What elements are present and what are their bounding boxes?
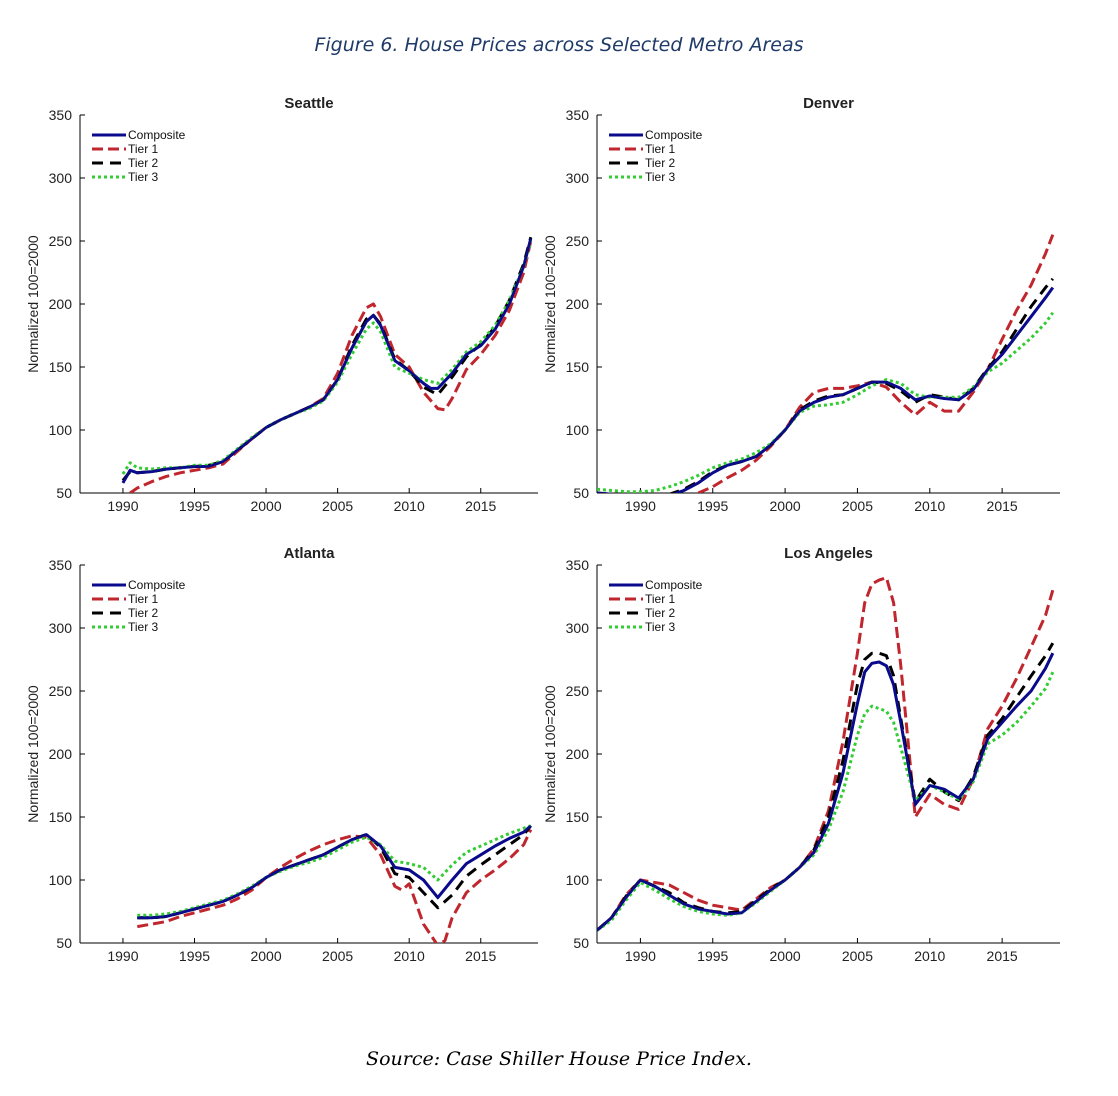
y-tick-label: 50 [573, 485, 589, 501]
x-tick-label: 2010 [394, 948, 425, 964]
y-tick-label: 300 [49, 170, 73, 186]
y-tick-label: 200 [566, 296, 590, 312]
series-line-tier-3 [597, 311, 1055, 493]
y-tick-label: 150 [566, 809, 590, 825]
series-line-composite [121, 238, 533, 484]
x-tick-label: 2015 [987, 948, 1018, 964]
legend-label: Composite [645, 128, 703, 142]
legend-label: Tier 1 [128, 142, 159, 156]
y-tick-label: 250 [49, 233, 73, 249]
x-tick-label: 2000 [250, 498, 281, 514]
y-tick-label: 150 [566, 359, 590, 375]
series-line-tier-3 [137, 824, 532, 917]
y-tick-label: 50 [573, 935, 589, 951]
x-tick-label: 1995 [697, 498, 728, 514]
y-tick-label: 300 [566, 620, 590, 636]
y-tick-label: 350 [566, 107, 590, 123]
y-axis-label: Normalized 100=2000 [542, 235, 558, 373]
y-tick-label: 350 [49, 107, 73, 123]
y-tick-label: 100 [49, 872, 73, 888]
legend-label: Tier 3 [645, 170, 676, 184]
y-tick-label: 250 [49, 683, 73, 699]
series-line-tier-2 [597, 642, 1055, 932]
y-tick-label: 100 [566, 872, 590, 888]
series-line-composite-overlay [121, 238, 533, 484]
legend-label: Composite [128, 128, 186, 142]
legend-label: Tier 3 [645, 620, 676, 634]
x-tick-label: 1995 [697, 948, 728, 964]
series-line-tier-2 [137, 824, 532, 920]
x-tick-label: 2010 [914, 948, 945, 964]
chart-title: Denver [803, 95, 854, 112]
x-tick-label: 2010 [394, 498, 425, 514]
y-tick-label: 50 [56, 935, 72, 951]
series-line-composite-overlay [137, 824, 532, 920]
chart-title: Los Angeles [784, 545, 873, 562]
y-tick-label: 300 [49, 620, 73, 636]
x-tick-label: 1995 [179, 498, 210, 514]
y-tick-label: 50 [56, 485, 72, 501]
series-line-composite-overlay [597, 286, 1054, 493]
los-angeles-chart: 50 100 150 200 250 300 350 1990 1995 2000 2005 2010… [542, 545, 1060, 964]
chart-title: Seattle [284, 95, 333, 112]
series-line-composite [597, 652, 1055, 932]
series-line-tier-1 [697, 234, 1055, 493]
series-line-tier-3 [121, 240, 533, 475]
y-tick-label: 150 [49, 359, 73, 375]
x-tick-label: 2005 [842, 948, 873, 964]
legend-label: Composite [128, 578, 186, 592]
y-tick-label: 350 [566, 557, 590, 573]
legend-label: Tier 2 [645, 606, 676, 620]
series-line-composite [597, 286, 1055, 493]
y-axis-label: Normalized 100=2000 [25, 235, 41, 373]
x-tick-label: 2005 [842, 498, 873, 514]
legend-label: Tier 2 [128, 606, 159, 620]
x-tick-label: 2000 [250, 948, 281, 964]
x-tick-label: 2005 [322, 498, 353, 514]
legend-label: Tier 1 [645, 592, 676, 606]
x-tick-label: 2015 [987, 498, 1018, 514]
x-tick-label: 1990 [625, 948, 656, 964]
series-line-tier-2 [121, 236, 533, 482]
y-tick-label: 350 [49, 557, 73, 573]
legend-label: Tier 2 [128, 156, 159, 170]
y-axis-label: Normalized 100=2000 [25, 685, 41, 823]
legend-label: Composite [645, 578, 703, 592]
x-tick-label: 2000 [770, 948, 801, 964]
y-tick-label: 200 [49, 746, 73, 762]
atlanta-chart: 50 100 150 200 250 300 350 1990 1995 2000 2005 2010… [25, 545, 538, 964]
y-tick-label: 300 [566, 170, 590, 186]
chart-title: Atlanta [284, 545, 335, 562]
y-tick-label: 250 [566, 233, 590, 249]
y-tick-label: 100 [49, 422, 73, 438]
y-tick-label: 100 [566, 422, 590, 438]
series-line-tier-1 [137, 828, 533, 943]
x-tick-label: 2015 [465, 498, 496, 514]
x-tick-label: 1990 [107, 948, 138, 964]
x-tick-label: 2015 [465, 948, 496, 964]
figure-title: Figure 6. House Prices across Selected M… [314, 34, 804, 56]
y-axis-label: Normalized 100=2000 [542, 685, 558, 823]
legend-label: Tier 2 [645, 156, 676, 170]
x-tick-label: 2005 [322, 948, 353, 964]
y-tick-label: 250 [566, 683, 590, 699]
x-tick-label: 1990 [625, 498, 656, 514]
x-tick-label: 1990 [107, 498, 138, 514]
source-note: Source: Case Shiller House Price Index. [366, 1048, 752, 1070]
denver-chart: 50 100 150 200 250 300 350 1990 1995 2000 2005 2010… [542, 95, 1060, 514]
legend-label: Tier 3 [128, 170, 159, 184]
series-line-composite-overlay [597, 652, 1054, 932]
y-tick-label: 200 [49, 296, 73, 312]
x-tick-label: 2010 [914, 498, 945, 514]
x-tick-label: 2000 [770, 498, 801, 514]
series-line-tier-1 [129, 240, 533, 493]
seattle-chart: 50 100 150 200 250 300 350 1990 1995 2000 2005 2010… [25, 95, 538, 514]
legend-label: Tier 1 [645, 142, 676, 156]
x-tick-label: 1995 [179, 948, 210, 964]
legend-label: Tier 1 [128, 592, 159, 606]
y-tick-label: 150 [49, 809, 73, 825]
y-tick-label: 200 [566, 746, 590, 762]
legend-label: Tier 3 [128, 620, 159, 634]
